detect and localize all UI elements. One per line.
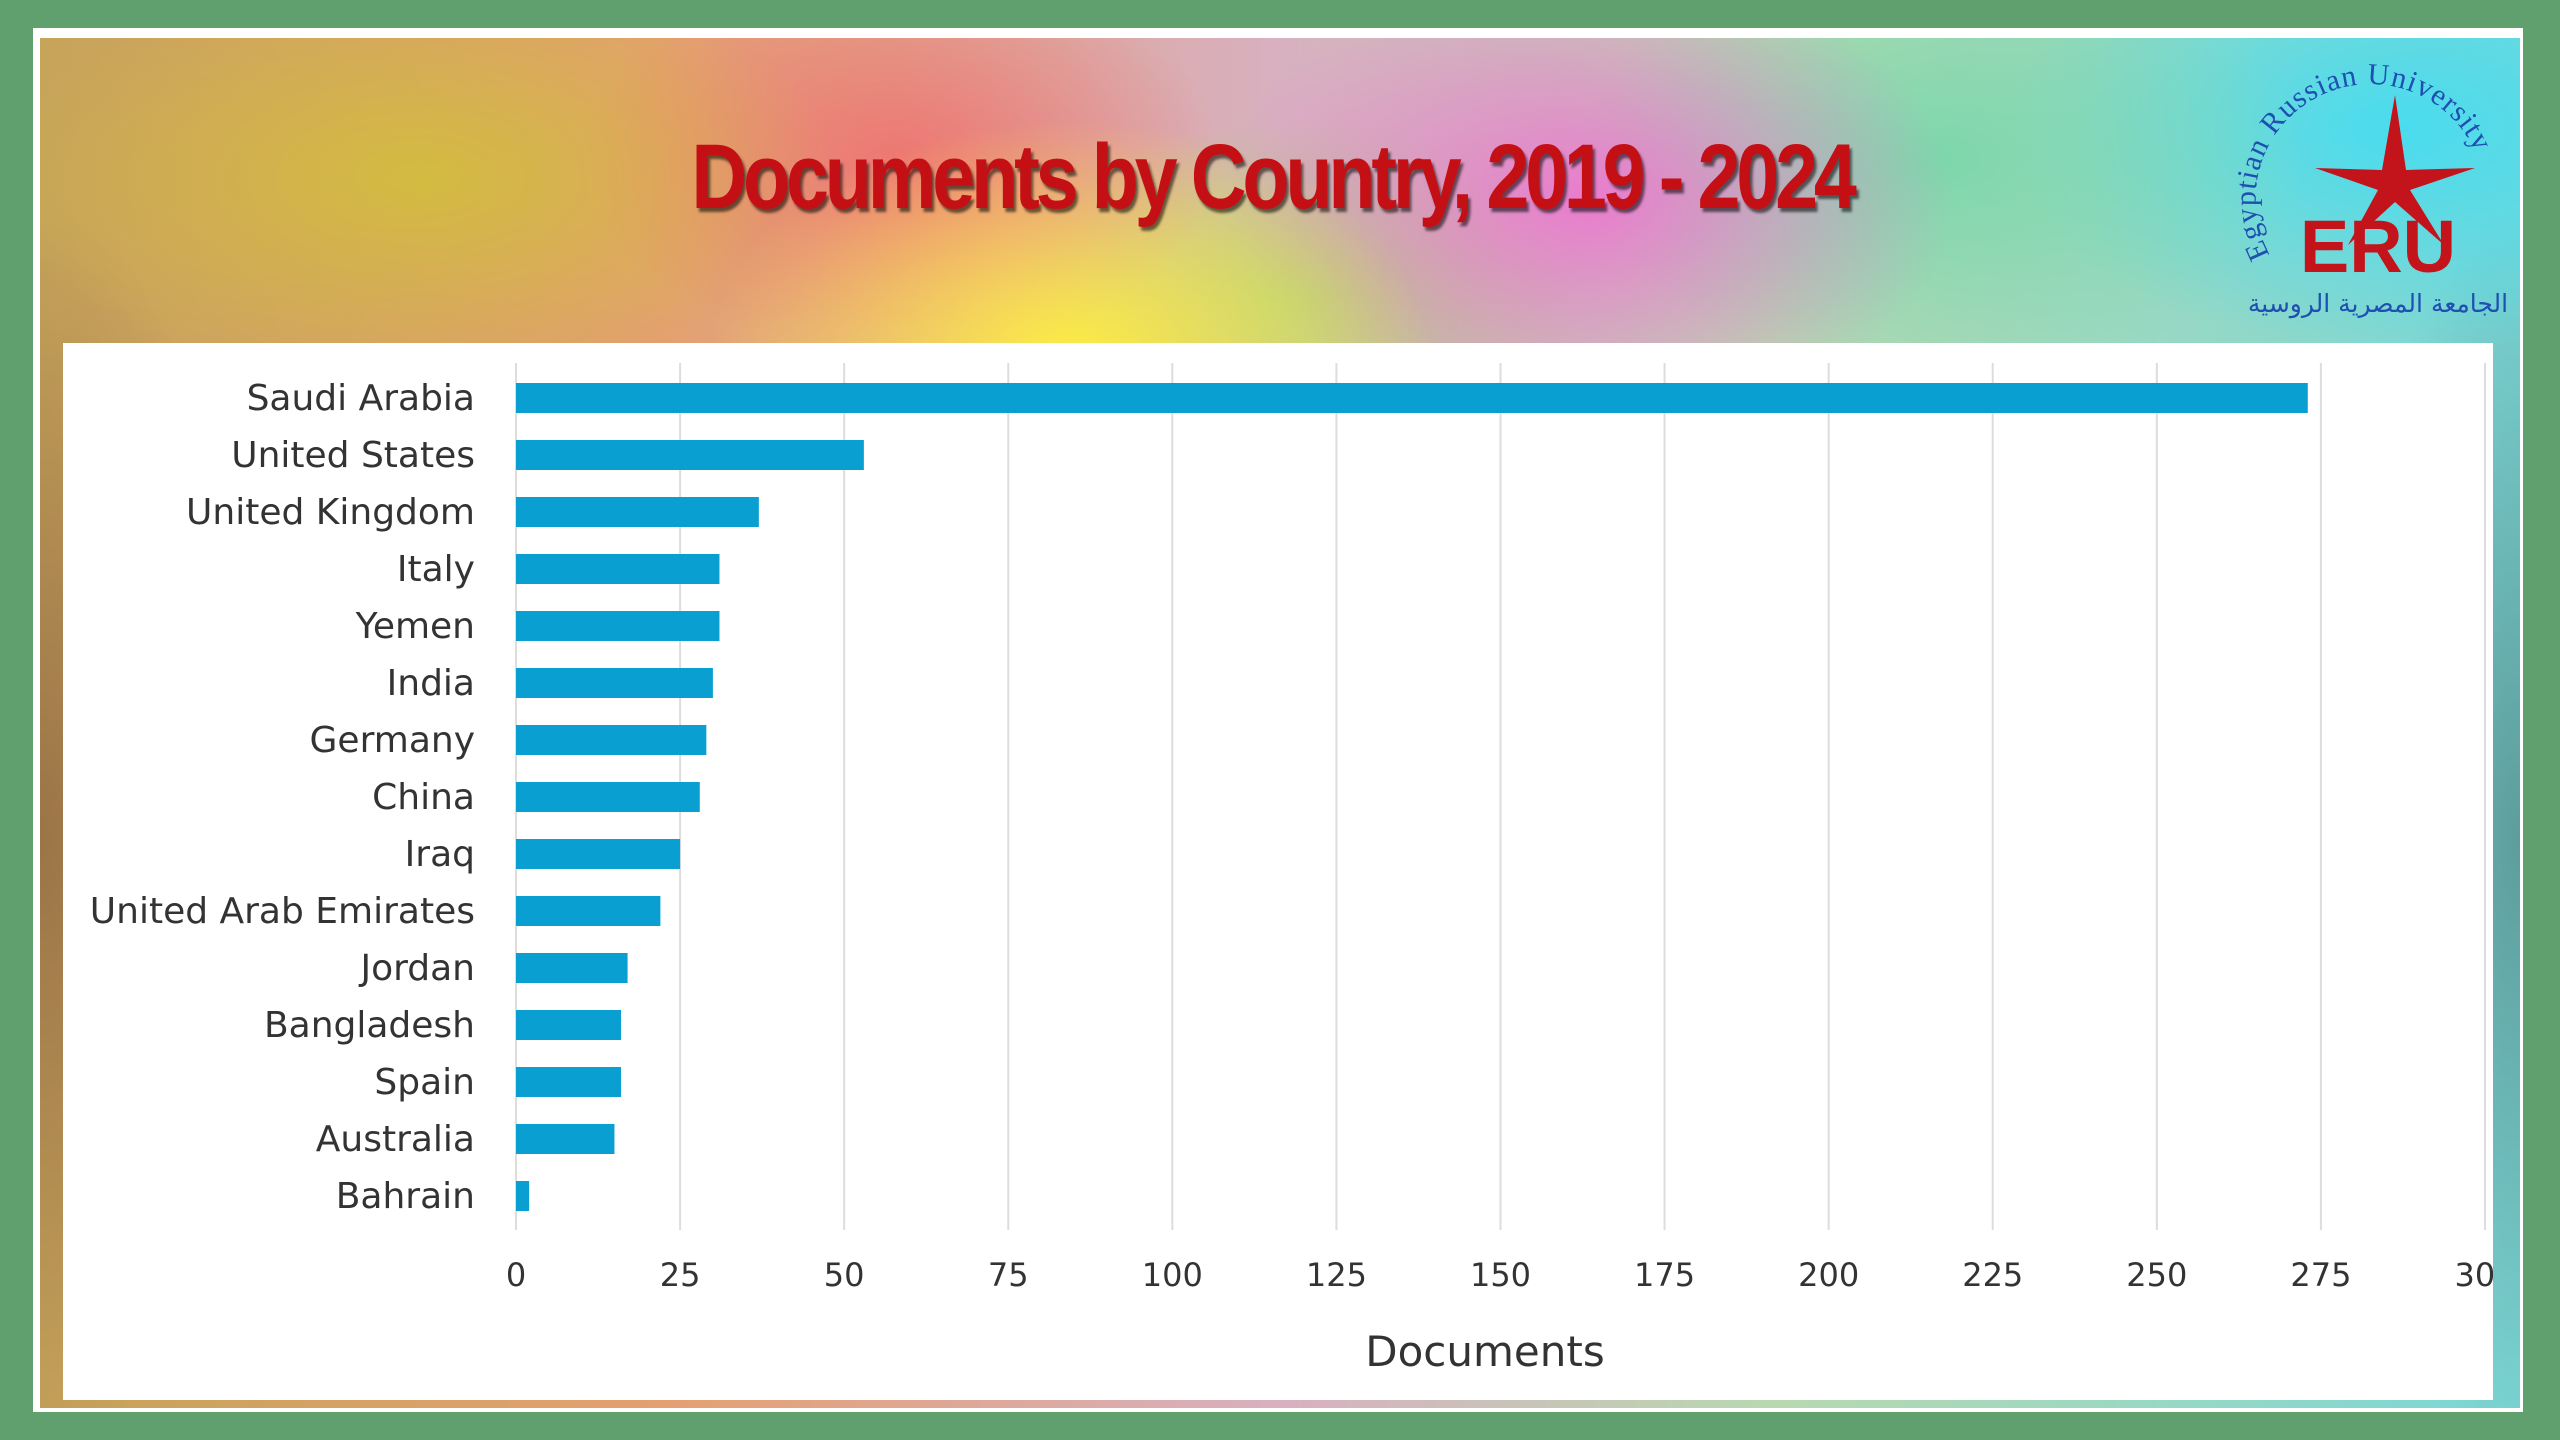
x-tick-label: 25	[660, 1256, 701, 1294]
bar	[516, 896, 661, 926]
x-tick-label: 0	[506, 1256, 526, 1294]
logo-arabic-text: الجامعة المصرية الروسية	[2248, 289, 2508, 319]
bar	[516, 1124, 615, 1154]
grid-layer	[515, 363, 2486, 1230]
category-label: United States	[231, 435, 475, 476]
bar	[516, 668, 713, 698]
bar	[516, 611, 720, 641]
x-tick-label: 275	[2290, 1256, 2351, 1294]
category-label: Jordan	[358, 948, 475, 989]
bar	[516, 782, 700, 812]
bar	[516, 554, 720, 584]
x-tick-label: 100	[1142, 1256, 1203, 1294]
x-tick-label: 300	[2454, 1256, 2493, 1294]
x-tick-label: 250	[2126, 1256, 2187, 1294]
x-tick-label: 150	[1470, 1256, 1531, 1294]
star-icon	[2315, 95, 2475, 245]
category-label: Bahrain	[336, 1176, 475, 1217]
logo-abbr: ERU	[2300, 205, 2456, 288]
chart-panel: Saudi Arabia United States United Kingdom I…	[63, 343, 2493, 1400]
x-tick-label: 175	[1634, 1256, 1695, 1294]
x-tick-label: 50	[824, 1256, 865, 1294]
x-tick-label: 125	[1306, 1256, 1367, 1294]
category-label: United Kingdom	[186, 492, 475, 533]
bar	[516, 725, 707, 755]
bar	[516, 497, 759, 527]
bar	[516, 1181, 530, 1211]
eru-logo: Egyptian Russian University ERU الجامعة …	[2230, 58, 2508, 319]
category-label: United Arab Emirates	[90, 891, 475, 932]
x-tick-label: 225	[1962, 1256, 2023, 1294]
category-label: India	[387, 663, 475, 704]
category-label: Italy	[397, 549, 475, 590]
category-label: Australia	[316, 1119, 475, 1160]
x-axis-title: Documents	[1365, 1327, 1604, 1376]
x-tick-label: 200	[1798, 1256, 1859, 1294]
category-label: Yemen	[355, 606, 475, 647]
category-label: Spain	[374, 1062, 475, 1103]
bar	[516, 1067, 622, 1097]
bar	[516, 383, 2308, 413]
category-label: China	[372, 777, 475, 818]
category-label-layer: Saudi Arabia United States United Kingdom I…	[90, 378, 475, 1217]
page-title: Documents by Country, 2019 - 2024	[691, 126, 1856, 228]
category-label: Saudi Arabia	[247, 378, 475, 419]
category-label: Bangladesh	[264, 1005, 475, 1046]
bar	[516, 1010, 622, 1040]
category-label: Iraq	[405, 834, 475, 875]
bar	[516, 839, 681, 869]
x-tick-label: 75	[988, 1256, 1029, 1294]
tick-label-layer: 0 25 50 75 100 125 150 175 200 225 250 275 300	[506, 1256, 2493, 1294]
bar-layer	[516, 383, 2308, 1211]
bar-chart: Saudi Arabia United States United Kingdom I…	[90, 363, 2493, 1376]
bar	[516, 440, 864, 470]
bar	[516, 953, 628, 983]
category-label: Germany	[310, 720, 475, 761]
